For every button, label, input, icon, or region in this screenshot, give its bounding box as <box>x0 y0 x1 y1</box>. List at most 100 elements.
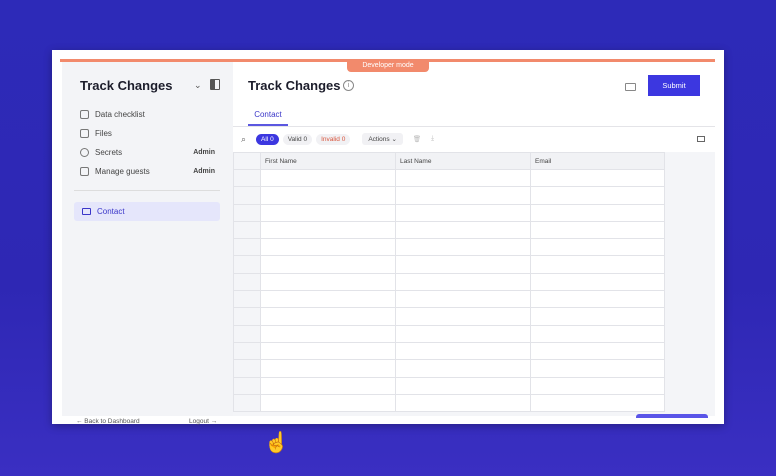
table-cell[interactable] <box>395 324 531 343</box>
row-number[interactable] <box>233 220 261 240</box>
tab-contact[interactable]: Contact <box>248 106 288 126</box>
filter-all[interactable]: All 0 <box>256 133 279 145</box>
submit-button[interactable]: Submit <box>648 75 700 96</box>
table-cell[interactable] <box>395 186 531 205</box>
table-cell[interactable] <box>530 272 665 292</box>
table-cell[interactable] <box>530 359 665 378</box>
users-icon <box>80 167 89 176</box>
actions-dropdown[interactable]: Actions ⌄ <box>362 133 403 145</box>
table-cell[interactable] <box>395 203 531 222</box>
row-number[interactable] <box>233 255 261 274</box>
row-number[interactable] <box>233 272 261 292</box>
table-cell[interactable] <box>395 272 531 292</box>
table-icon <box>82 208 91 215</box>
table-cell[interactable] <box>260 220 396 240</box>
sidebar-toggle-icon[interactable] <box>210 79 220 90</box>
row-number[interactable] <box>233 203 261 222</box>
table-cell[interactable] <box>530 238 665 257</box>
sidebar-item-data-checklist[interactable]: Data checklist <box>80 110 215 119</box>
sidebar-item-secrets[interactable]: Secrets Admin <box>80 148 215 157</box>
table-cell[interactable] <box>260 272 396 292</box>
filter-valid[interactable]: Valid 0 <box>282 133 313 145</box>
table-cell[interactable] <box>395 341 531 361</box>
table-cell[interactable] <box>395 359 531 378</box>
table-cell[interactable] <box>260 324 396 343</box>
column-first-name[interactable]: First Name <box>260 152 396 170</box>
table-cell[interactable] <box>395 220 531 240</box>
search-icon[interactable]: ⌕ <box>241 133 247 144</box>
table-cell[interactable] <box>395 376 531 395</box>
table-cell[interactable] <box>395 238 531 257</box>
table-cell[interactable] <box>395 393 531 413</box>
table-cell[interactable] <box>530 376 665 395</box>
hand-cursor-icon: ☝ <box>264 432 289 454</box>
table-cell[interactable] <box>260 376 396 395</box>
trash-icon[interactable]: 🗑 <box>412 136 422 143</box>
app-window: Developer mode Track Changes ⌄ Data chec… <box>52 50 724 425</box>
table-cell[interactable] <box>260 393 396 413</box>
table-row <box>233 393 665 413</box>
table-cell[interactable] <box>530 307 665 326</box>
download-icon[interactable]: ⤓ <box>431 135 435 142</box>
sidebar-item-contact[interactable]: Contact <box>74 202 220 221</box>
table-cell[interactable] <box>530 168 665 188</box>
table-cell[interactable] <box>530 393 665 413</box>
back-to-dashboard-link[interactable]: ← Back to Dashboard <box>76 418 140 425</box>
column-last-name[interactable]: Last Name <box>395 152 531 170</box>
table-cell[interactable] <box>530 290 665 309</box>
table-cell[interactable] <box>260 359 396 378</box>
info-icon[interactable]: i <box>343 80 354 91</box>
column-email[interactable]: Email <box>530 152 665 170</box>
select-all-checkbox[interactable] <box>233 152 261 170</box>
table-cell[interactable] <box>530 220 665 240</box>
table-cell[interactable] <box>260 186 396 205</box>
table-cell[interactable] <box>260 238 396 257</box>
table-cell[interactable] <box>395 290 531 309</box>
table-row <box>233 220 665 240</box>
logout-link[interactable]: Logout → <box>189 418 218 425</box>
table-cell[interactable] <box>260 255 396 274</box>
table-row <box>233 307 665 326</box>
table-row <box>233 341 665 361</box>
table-cell[interactable] <box>395 307 531 326</box>
table-cell[interactable] <box>395 255 531 274</box>
row-number[interactable] <box>233 238 261 257</box>
row-number[interactable] <box>233 186 261 205</box>
chevron-down-icon[interactable]: ⌄ <box>194 80 202 90</box>
divider <box>74 190 220 191</box>
row-number[interactable] <box>233 341 261 361</box>
row-number[interactable] <box>233 376 261 395</box>
table-settings-icon[interactable] <box>697 136 705 142</box>
row-number[interactable] <box>233 359 261 378</box>
admin-badge: Admin <box>193 149 215 156</box>
table-cell[interactable] <box>530 255 665 274</box>
floating-button[interactable] <box>636 414 708 418</box>
filter-invalid[interactable]: Invalid 0 <box>316 133 351 145</box>
row-number[interactable] <box>233 290 261 309</box>
row-number[interactable] <box>233 324 261 343</box>
table-cell[interactable] <box>260 168 396 188</box>
table-cell[interactable] <box>395 168 531 188</box>
table-cell[interactable] <box>260 307 396 326</box>
main-content: Track Changes i Submit Contact ⌕ All 0 V… <box>233 62 715 416</box>
row-number[interactable] <box>233 168 261 188</box>
table-cell[interactable] <box>260 203 396 222</box>
table-cell[interactable] <box>530 341 665 361</box>
table-cell[interactable] <box>530 203 665 222</box>
sidebar-item-files[interactable]: Files <box>80 129 215 138</box>
table-cell[interactable] <box>530 324 665 343</box>
table-row <box>233 290 665 309</box>
clipboard-icon <box>80 110 89 119</box>
table-cell[interactable] <box>260 341 396 361</box>
developer-mode-badge: Developer mode <box>347 60 429 72</box>
tab-divider <box>233 126 715 127</box>
table-row <box>233 376 665 395</box>
table-cell[interactable] <box>260 290 396 309</box>
sidebar-item-manage-guests[interactable]: Manage guests Admin <box>80 167 215 176</box>
table-row <box>233 238 665 257</box>
row-number[interactable] <box>233 307 261 326</box>
truck-icon[interactable] <box>625 83 636 91</box>
row-number[interactable] <box>233 393 261 413</box>
table-row <box>233 186 665 205</box>
table-cell[interactable] <box>530 186 665 205</box>
